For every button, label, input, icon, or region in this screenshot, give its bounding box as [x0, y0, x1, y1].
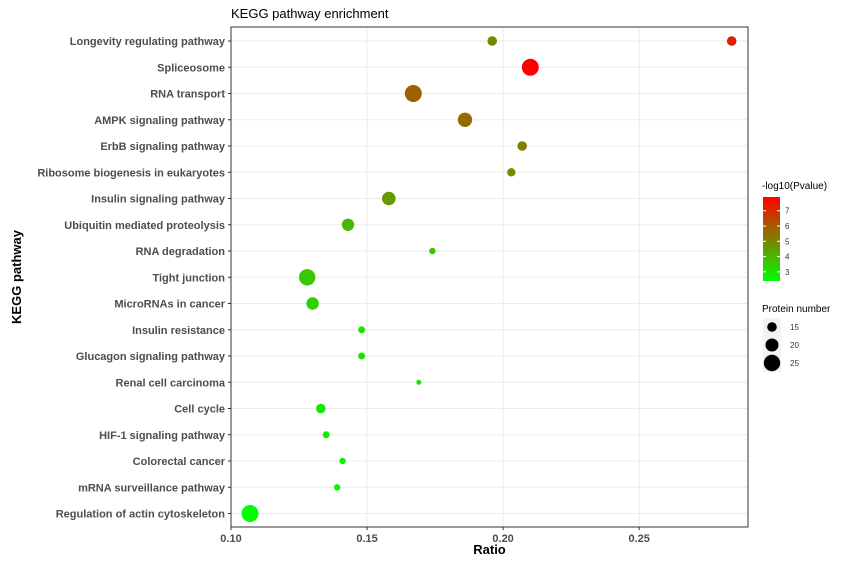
data-point [358, 352, 366, 360]
data-point [517, 141, 527, 151]
x-tick-label: 0.25 [628, 533, 649, 545]
category-axis: Longevity regulating pathway Spliceosome R… [37, 36, 231, 521]
color-legend-label: 4 [785, 253, 790, 262]
chart-title: KEGG pathway enrichment [231, 6, 389, 21]
color-legend-label: 6 [785, 222, 790, 231]
size-legend-marker [763, 354, 781, 372]
y-tick-label: HIF-1 signaling pathway [99, 430, 226, 442]
color-legend-label: 5 [785, 237, 790, 246]
data-point [316, 403, 326, 414]
size-legend: Protein number 15 20 25 [762, 304, 831, 372]
y-tick-label: Regulation of actin cytoskeleton [56, 509, 226, 521]
x-tick-label: 0.20 [492, 533, 513, 545]
data-point [521, 58, 539, 76]
data-point [341, 218, 355, 231]
x-tick-label: 0.15 [356, 533, 377, 545]
x-tick-label: 0.10 [220, 533, 241, 545]
y-tick-label: mRNA surveillance pathway [78, 482, 226, 494]
data-point [404, 85, 422, 102]
x-axis: 0.10 0.15 0.20 0.25 [220, 527, 650, 545]
data-point [333, 484, 341, 491]
data-point [358, 326, 366, 334]
y-tick-label: AMPK signaling pathway [94, 115, 226, 127]
y-tick-label: Tight junction [152, 272, 225, 284]
y-tick-label: RNA transport [150, 89, 225, 101]
data-point [306, 297, 319, 310]
data-point [416, 379, 422, 385]
color-legend-label: 7 [785, 207, 790, 216]
data-point [726, 36, 737, 46]
size-legend-label: 20 [790, 341, 799, 350]
data-point [507, 168, 516, 177]
y-tick-label: Insulin resistance [132, 325, 225, 337]
color-legend-title: -log10(Pvalue) [762, 181, 827, 192]
size-legend-title: Protein number [762, 304, 831, 315]
y-tick-label: MicroRNAs in cancer [114, 299, 225, 311]
data-point [429, 247, 436, 255]
y-tick-label: Ribosome biogenesis in eukaryotes [37, 167, 225, 179]
size-legend-marker [765, 338, 779, 352]
y-tick-label: Glucagon signaling pathway [76, 351, 226, 363]
y-tick-label: Spliceosome [157, 62, 225, 74]
x-axis-title: Ratio [473, 542, 506, 557]
data-points [241, 36, 737, 522]
data-point [339, 457, 346, 465]
y-tick-label: Cell cycle [174, 404, 225, 416]
y-tick-label: Colorectal cancer [133, 456, 226, 468]
y-tick-label: Ubiquitin mediated proteolysis [64, 220, 225, 232]
data-point [457, 112, 473, 128]
size-legend-label: 25 [790, 359, 799, 368]
y-tick-label: ErbB signaling pathway [100, 141, 226, 153]
y-tick-label: RNA degradation [136, 246, 226, 258]
color-legend-label: 3 [785, 268, 790, 277]
data-point [241, 505, 259, 522]
y-tick-label: Longevity regulating pathway [70, 36, 226, 48]
color-legend: -log10(Pvalue) 3 4 5 6 7 [762, 181, 827, 281]
y-tick-label: Insulin signaling pathway [91, 194, 226, 206]
data-point [382, 191, 396, 206]
y-tick-label: Renal cell carcinoma [116, 377, 226, 389]
data-point [322, 431, 330, 439]
data-point [299, 269, 316, 286]
color-legend-bar [763, 197, 780, 281]
data-point [487, 36, 498, 46]
y-axis-title: KEGG pathway [9, 229, 24, 324]
size-legend-label: 15 [790, 323, 799, 332]
size-legend-marker [767, 322, 777, 332]
